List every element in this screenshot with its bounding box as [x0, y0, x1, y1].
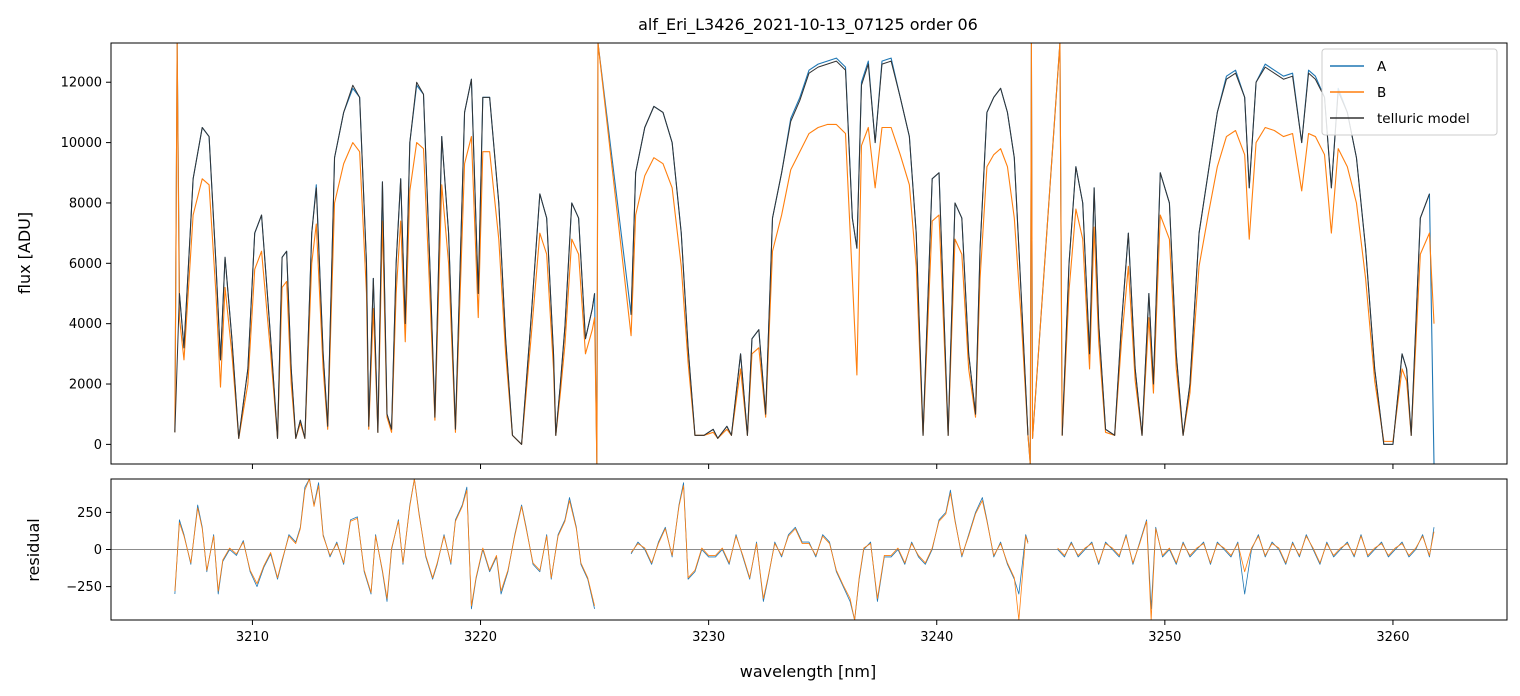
- top-plot-frame: [110, 42, 1508, 465]
- y-tick-label: 10000: [61, 136, 102, 151]
- legend-label-b: B: [1377, 85, 1386, 101]
- residual-axis-label: residual: [24, 518, 43, 581]
- residual-panel: −250 0 250 3210 3220 3230 3240 3250 3260: [66, 478, 1508, 645]
- top-series-telluric-model: [174, 60, 1430, 445]
- y-tick-label: 12000: [61, 76, 102, 91]
- y-tick-label: 8000: [69, 196, 102, 211]
- y-tick-label: 4000: [69, 317, 102, 332]
- y-tick-label: 6000: [69, 257, 102, 272]
- x-tick-label: 3220: [464, 630, 497, 645]
- bottom-series-b: [174, 479, 1435, 620]
- flux-panel: 0 2000 4000 6000 8000 10000 12000: [61, 42, 1508, 469]
- x-tick-label: 3230: [692, 630, 725, 645]
- legend-label-a: A: [1377, 59, 1387, 75]
- chart-title: alf_Eri_L3426_2021-10-13_07125 order 06: [638, 15, 978, 35]
- y-tick-label: 2000: [69, 378, 102, 393]
- x-tick-label: 3240: [920, 630, 953, 645]
- wavelength-axis-label: wavelength [nm]: [740, 662, 877, 681]
- flux-axis-label: flux [ADU]: [15, 212, 34, 294]
- y-tick-label: 0: [94, 438, 102, 453]
- y-tick-label: 0: [94, 543, 102, 558]
- y-tick-label: 250: [77, 506, 102, 521]
- legend-label-telluric-model: telluric model: [1377, 111, 1470, 127]
- x-tick-label: 3210: [236, 630, 269, 645]
- x-tick-label: 3260: [1376, 630, 1409, 645]
- top-series-b: [174, 43, 1435, 464]
- legend-box: [1321, 48, 1498, 136]
- x-tick-label: 3250: [1148, 630, 1181, 645]
- y-tick-label: −250: [66, 580, 102, 595]
